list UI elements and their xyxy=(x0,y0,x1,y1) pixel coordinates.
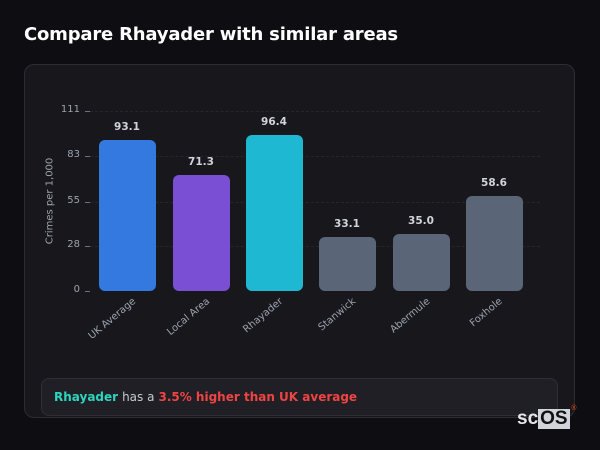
x-tick-label: Local Area xyxy=(165,296,213,338)
bar-value-label: 96.4 xyxy=(261,115,287,128)
y-tick-mark xyxy=(85,245,90,247)
y-tick-mark xyxy=(85,201,90,203)
y-tick-label: 0 xyxy=(73,284,80,295)
logo-text-sc: sc xyxy=(517,408,539,429)
y-tick-mark xyxy=(85,156,90,158)
registered-mark-icon: ® xyxy=(571,405,577,412)
y-tick-label: 55 xyxy=(67,194,80,206)
summary-difference: 3.5% higher than UK average xyxy=(158,390,358,404)
gridline xyxy=(90,156,540,158)
bar-rhayader[interactable] xyxy=(245,134,303,291)
bar-value-label: 33.1 xyxy=(334,218,360,231)
bar-value-label: 93.1 xyxy=(114,121,140,134)
gridline xyxy=(90,245,540,247)
comparison-summary: Rhayader has a 3.5% higher than UK avera… xyxy=(41,378,558,416)
summary-text: has a xyxy=(122,390,155,404)
x-tick-label: Foxhole xyxy=(468,296,506,330)
bar-value-label: 71.3 xyxy=(188,156,214,169)
x-tick-label: Stanwick xyxy=(316,296,359,334)
page-title: Compare Rhayader with similar areas xyxy=(24,24,398,45)
bar-foxhole[interactable] xyxy=(465,195,523,291)
y-tick-mark xyxy=(85,291,90,292)
gridline xyxy=(90,201,540,203)
bar-stanwick[interactable] xyxy=(318,237,376,291)
y-tick-label: 83 xyxy=(67,149,80,161)
bar-value-label: 58.6 xyxy=(481,176,507,189)
summary-area-name: Rhayader xyxy=(54,390,119,404)
bar-local-area[interactable] xyxy=(172,175,230,291)
y-tick-label: 28 xyxy=(67,238,80,250)
scos-logo: sc OS ® xyxy=(517,405,577,429)
bar-uk-average[interactable] xyxy=(98,140,156,291)
gridline xyxy=(90,111,540,112)
y-tick-mark xyxy=(85,111,90,112)
logo-text-os: OS xyxy=(538,408,570,429)
x-tick-label: Abermule xyxy=(388,296,433,336)
y-tick-label: 111 xyxy=(60,104,80,115)
bar-abermule[interactable] xyxy=(392,234,450,291)
x-tick-label: UK Average xyxy=(86,296,139,342)
x-tick-label: Rhayader xyxy=(241,296,286,336)
bar-value-label: 35.0 xyxy=(408,215,434,228)
